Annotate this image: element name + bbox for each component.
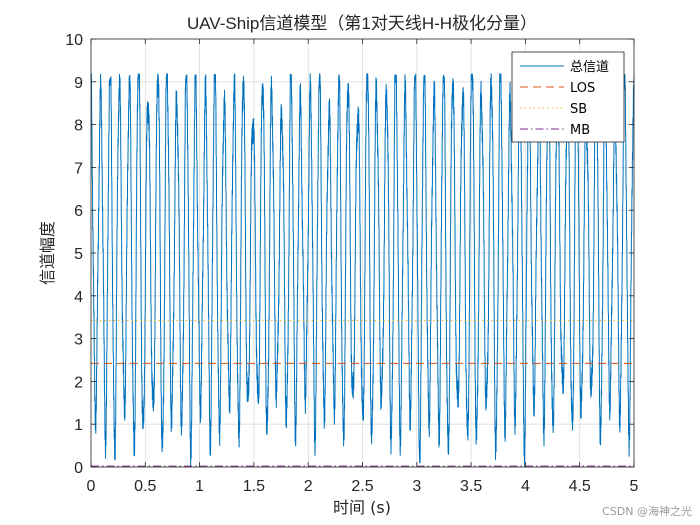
x-tick-label-3: 1.5 [243,478,265,495]
x-tick-label-4: 2 [304,478,313,495]
y-tick-label-10: 10 [65,32,83,49]
x-tick-label-2: 1 [195,478,204,495]
y-tick-label-0: 0 [74,460,83,477]
legend-entry-2: SB [570,102,587,117]
legend-entry-3: MB [570,123,590,138]
legend-entry-1: LOS [570,81,595,96]
y-tick-label-1: 1 [74,417,83,434]
series-total-channel-line [90,73,635,467]
y-tick-label-4: 4 [74,289,83,306]
y-tick-label-7: 7 [74,160,83,177]
y-tick-label-6: 6 [74,203,83,220]
x-tick-label-7: 3.5 [460,478,482,495]
x-tick-label-9: 4.5 [569,478,591,495]
y-tick-label-3: 3 [74,332,83,349]
x-tick-label-10: 5 [630,478,639,495]
x-tick-label-6: 3 [412,478,421,495]
x-tick-label-5: 2.5 [351,478,373,495]
legend-entry-0: 总信道 [570,60,609,75]
y-tick-label-5: 5 [74,246,83,263]
x-tick-label-1: 0.5 [134,478,156,495]
legend-box [511,51,625,143]
y-tick-label-9: 9 [74,75,83,92]
y-tick-label-2: 2 [74,374,83,391]
y-axis-label: 信道幅度 [38,221,57,285]
x-axis-label: 时间 (s) [333,498,391,517]
x-tick-label-0: 0 [87,478,96,495]
chart-title: UAV-Ship信道模型（第1对天线H-H极化分量） [187,14,537,33]
legend: 总信道 LOS SB MB [511,51,625,143]
watermark-text: CSDN @海神之光 [602,505,692,518]
x-tick-label-8: 4 [521,478,530,495]
y-tick-label-8: 8 [74,118,83,135]
